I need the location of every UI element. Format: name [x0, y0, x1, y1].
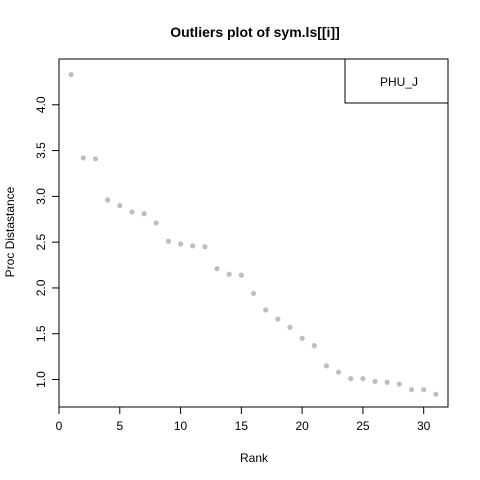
data-point	[299, 335, 305, 341]
y-tick-label: 4.0	[34, 96, 48, 113]
data-point	[287, 324, 293, 330]
data-point	[408, 387, 415, 393]
data-points	[68, 71, 439, 397]
data-point	[263, 307, 269, 313]
data-point	[275, 316, 281, 322]
x-tick-label: 20	[295, 419, 309, 433]
data-point	[214, 266, 220, 272]
x-tick-label: 10	[174, 419, 188, 433]
y-tick-label: 1.5	[34, 325, 48, 342]
data-point	[80, 155, 86, 161]
data-point	[141, 211, 147, 217]
y-tick-label: 2.0	[34, 279, 48, 296]
data-point	[117, 202, 123, 209]
y-tick-label: 3.0	[34, 188, 48, 205]
data-point	[311, 343, 317, 349]
x-tick-label: 5	[116, 419, 123, 433]
y-tick-label: 3.5	[34, 142, 48, 159]
y-axis-label: Proc Distastance	[3, 186, 17, 277]
y-axis: 1.0 1.5 2.0 2.5 3.0 3.5 4.0	[34, 96, 60, 388]
data-point	[226, 271, 232, 277]
data-point	[348, 376, 354, 382]
data-point	[129, 209, 135, 215]
legend-box	[344, 58, 449, 104]
data-point	[421, 387, 427, 393]
x-tick-label: 30	[417, 419, 431, 433]
plot-frame	[58, 58, 449, 408]
data-point	[202, 244, 208, 250]
data-point	[68, 71, 74, 78]
chart-title: Outliers plot of sym.ls[[i]]	[170, 24, 340, 40]
legend: PHU_J	[344, 58, 449, 104]
data-point	[190, 243, 196, 249]
data-point	[153, 220, 159, 226]
data-point	[105, 197, 111, 203]
x-tick-label: 25	[356, 419, 370, 433]
data-point	[396, 381, 402, 387]
data-point	[433, 391, 439, 397]
x-tick-label: 0	[56, 419, 63, 433]
data-point	[238, 272, 244, 278]
y-tick-label: 1.0	[34, 371, 48, 388]
data-point	[250, 290, 257, 297]
data-point	[384, 379, 390, 385]
x-tick-label: 15	[235, 419, 249, 433]
data-point	[335, 369, 342, 375]
data-point	[372, 378, 378, 384]
data-point	[92, 156, 99, 162]
data-point	[177, 241, 184, 247]
legend-entry: PHU_J	[380, 75, 418, 89]
x-axis-label: Rank	[240, 451, 269, 465]
data-point	[360, 376, 366, 382]
y-tick-label: 2.5	[34, 233, 48, 250]
x-axis: 0 5 10 15 20 25 30	[56, 406, 431, 433]
data-point	[323, 363, 330, 369]
data-point	[165, 238, 172, 244]
